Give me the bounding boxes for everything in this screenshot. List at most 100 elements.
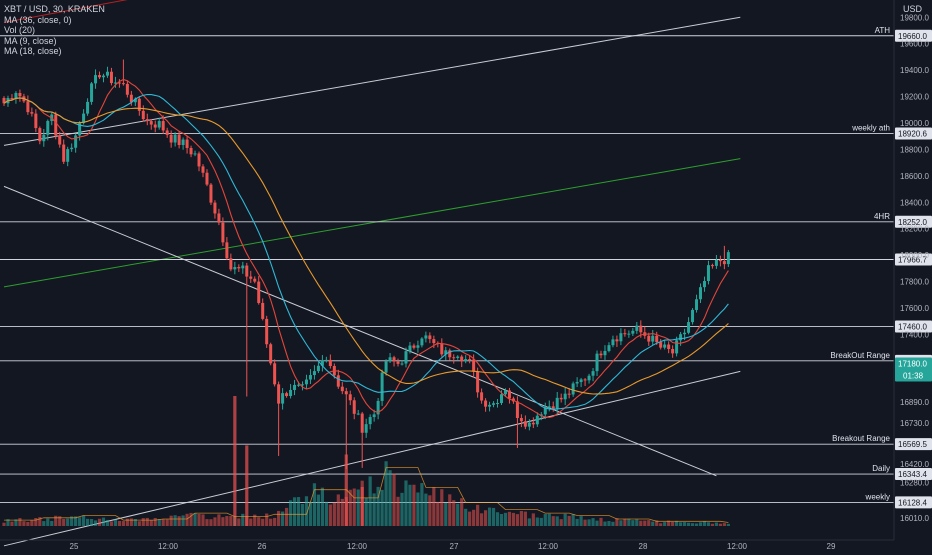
indicator-ma36[interactable]: MA (36, close, 0) bbox=[4, 14, 72, 25]
x-tick-label: 29 bbox=[827, 542, 836, 550]
volume-bar bbox=[82, 515, 86, 526]
volume-bar bbox=[352, 488, 356, 526]
candle-body bbox=[702, 280, 706, 288]
volume-bar bbox=[66, 518, 70, 526]
volume-bar bbox=[483, 510, 488, 526]
candle-body bbox=[177, 134, 181, 146]
volume-bar bbox=[193, 512, 197, 526]
volume-bar bbox=[408, 484, 412, 526]
volume-bar bbox=[10, 521, 14, 526]
trendline-white bbox=[3, 370, 741, 547]
volume-bar bbox=[428, 495, 432, 526]
candle-body bbox=[213, 202, 217, 214]
volume-bar bbox=[117, 520, 122, 526]
volume-bar bbox=[686, 522, 691, 526]
volume-bar bbox=[78, 517, 82, 526]
candle-body bbox=[484, 400, 488, 407]
candle-body bbox=[456, 356, 460, 358]
volume-bar bbox=[34, 517, 38, 526]
y-tick-label: 18800.0 bbox=[900, 145, 929, 154]
level-tag bbox=[895, 496, 932, 509]
volume-bar bbox=[468, 511, 472, 526]
candle-body bbox=[336, 375, 340, 387]
candle-body bbox=[448, 350, 452, 358]
candle-body bbox=[185, 139, 189, 148]
y-tick-label: 16730.0 bbox=[900, 419, 929, 428]
volume-bar bbox=[54, 515, 58, 526]
candle-body bbox=[706, 265, 710, 281]
candle-body bbox=[631, 330, 635, 334]
volume-bar bbox=[328, 504, 332, 526]
volume-bar bbox=[316, 494, 321, 526]
candle-body bbox=[161, 121, 165, 131]
candle-body bbox=[496, 403, 500, 405]
candle-body bbox=[205, 172, 209, 185]
currency-label: USD bbox=[902, 4, 922, 14]
candle-body bbox=[352, 400, 356, 414]
volume-bar bbox=[137, 521, 141, 526]
candle-body bbox=[62, 144, 66, 162]
candle-body bbox=[312, 371, 316, 376]
volume-bar bbox=[105, 519, 110, 526]
volume-bar bbox=[133, 519, 137, 526]
volume-bar bbox=[635, 519, 639, 526]
candle-body bbox=[253, 278, 257, 282]
candle-body bbox=[539, 414, 543, 416]
volume-bar bbox=[603, 521, 607, 526]
candle-body bbox=[372, 414, 376, 418]
level-tag-text: 18920.6 bbox=[898, 129, 927, 138]
candle-body bbox=[245, 265, 249, 277]
volume-bar bbox=[46, 518, 50, 526]
candle-body bbox=[699, 287, 702, 300]
indicator-volume[interactable]: Vol (20) bbox=[4, 25, 36, 35]
volume-spike bbox=[245, 445, 249, 526]
volume-bar bbox=[651, 521, 655, 526]
volume-bar bbox=[277, 510, 281, 526]
candle-body bbox=[285, 393, 289, 397]
candle-body bbox=[249, 276, 253, 279]
candle-body bbox=[543, 407, 547, 415]
indicator-ma9[interactable]: MA (9, close) bbox=[4, 35, 57, 46]
candle-body bbox=[412, 345, 416, 348]
indicator-ma18[interactable]: MA (18, close) bbox=[4, 46, 62, 56]
volume-bar bbox=[527, 518, 531, 526]
volume-bar bbox=[89, 519, 94, 526]
volume-bar bbox=[495, 512, 500, 526]
candle-body bbox=[663, 344, 667, 348]
candle-body bbox=[380, 372, 384, 401]
volume-bar bbox=[320, 487, 324, 526]
candle-body bbox=[293, 384, 297, 390]
candle-body bbox=[440, 343, 444, 355]
volume-bar bbox=[555, 516, 559, 526]
candle-body bbox=[328, 359, 332, 367]
y-tick-label: 16280.0 bbox=[900, 478, 929, 487]
volume-bar bbox=[547, 513, 551, 526]
candle-body bbox=[324, 359, 328, 361]
y-tick-label: 19600.0 bbox=[900, 40, 929, 49]
volume-bar bbox=[456, 503, 460, 526]
candle-body bbox=[121, 83, 125, 85]
y-tick-label: 16890.0 bbox=[900, 398, 929, 407]
volume-bar bbox=[336, 494, 340, 526]
candle-body bbox=[623, 333, 627, 335]
volume-bar bbox=[579, 516, 583, 526]
trendline-white bbox=[3, 16, 741, 146]
candle-body bbox=[587, 375, 591, 381]
level-tag-text: 18252.0 bbox=[898, 218, 927, 227]
candle-body bbox=[607, 345, 611, 351]
level-tag bbox=[895, 215, 932, 228]
candle-body bbox=[408, 345, 412, 352]
volume-bar bbox=[125, 518, 129, 526]
x-tick-label: 12:00 bbox=[347, 542, 368, 550]
candle-body bbox=[34, 113, 38, 129]
candle-body bbox=[718, 259, 722, 262]
candle-body bbox=[714, 259, 718, 266]
candle-body bbox=[86, 101, 90, 114]
candle-body bbox=[189, 147, 193, 155]
candle-body bbox=[388, 357, 392, 362]
volume-bar bbox=[292, 497, 297, 526]
level-tag-text: 19660.0 bbox=[898, 32, 927, 41]
volume-bar bbox=[607, 520, 611, 526]
